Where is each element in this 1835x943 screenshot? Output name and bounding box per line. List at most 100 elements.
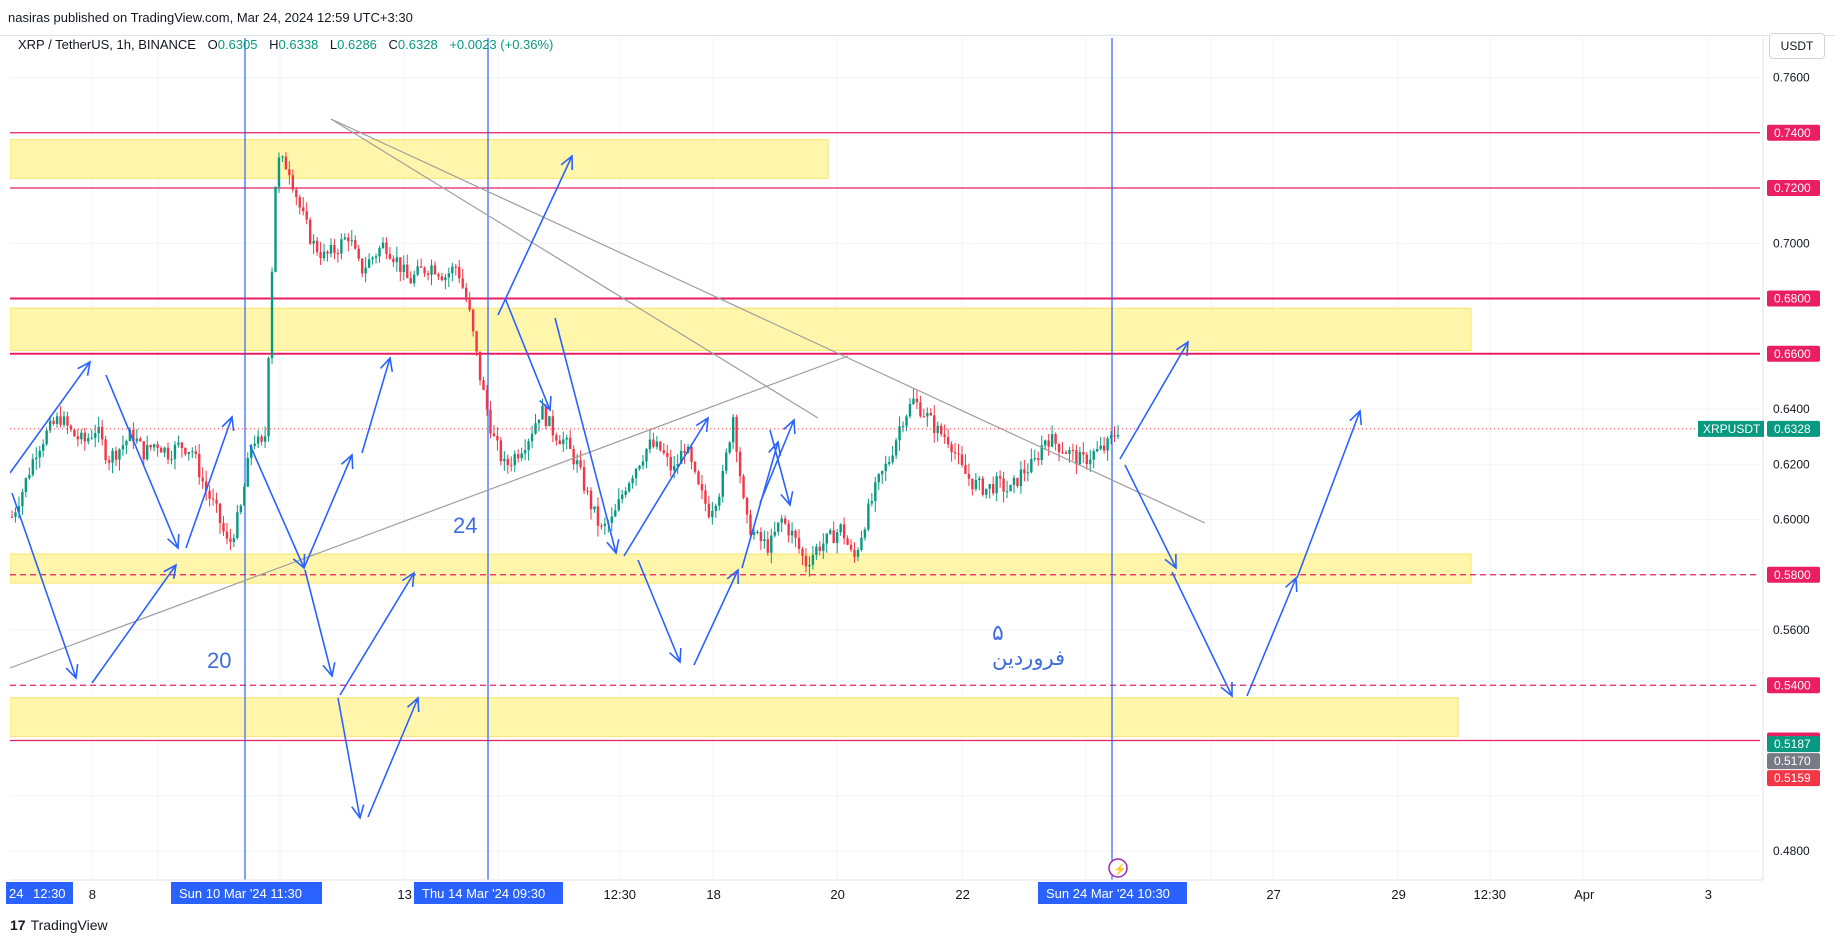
annotation-label: 20 bbox=[207, 648, 231, 673]
arrow-shaft bbox=[1119, 341, 1189, 460]
candle-body bbox=[173, 444, 177, 460]
candle-body bbox=[589, 490, 593, 510]
candle bbox=[416, 259, 419, 277]
candle bbox=[870, 493, 874, 507]
candle bbox=[662, 443, 666, 456]
candle-body bbox=[340, 239, 343, 254]
candle bbox=[558, 435, 561, 445]
candle-body bbox=[794, 530, 797, 538]
candle-body bbox=[1002, 478, 1005, 492]
candle-body bbox=[267, 358, 270, 437]
candle-body bbox=[90, 437, 93, 439]
candle bbox=[783, 515, 787, 526]
candle bbox=[707, 495, 711, 519]
candle bbox=[506, 454, 509, 474]
candle-body bbox=[478, 351, 482, 381]
candle-body bbox=[700, 483, 704, 491]
candle bbox=[596, 497, 600, 537]
candle-body bbox=[100, 426, 104, 440]
candle bbox=[555, 432, 558, 446]
candle bbox=[371, 256, 374, 265]
candle bbox=[256, 429, 260, 449]
candle bbox=[721, 464, 724, 503]
candle-body bbox=[319, 252, 322, 259]
candle-body bbox=[114, 450, 118, 460]
time-tick-label: 29 bbox=[1391, 887, 1405, 902]
candle bbox=[919, 395, 922, 418]
candle bbox=[589, 487, 593, 520]
candle bbox=[881, 470, 884, 484]
candle bbox=[184, 447, 187, 457]
candle bbox=[1089, 449, 1092, 472]
candle-body bbox=[464, 287, 468, 300]
candle-body bbox=[281, 156, 284, 158]
candle bbox=[652, 432, 655, 449]
candle bbox=[943, 424, 946, 444]
candle-body bbox=[645, 449, 648, 462]
tradingview-logo-icon: 17 bbox=[10, 917, 26, 933]
candle-body bbox=[1009, 484, 1012, 492]
candle bbox=[790, 522, 794, 544]
candle bbox=[1009, 484, 1012, 492]
candle bbox=[385, 237, 388, 260]
candle bbox=[1064, 450, 1068, 454]
candle-body bbox=[218, 503, 222, 524]
arrow-head bbox=[560, 154, 574, 171]
candle bbox=[62, 411, 66, 428]
symbol-legend: XRP / TetherUS, 1h, BINANCE O0.6305 H0.6… bbox=[18, 37, 553, 52]
candle-body bbox=[877, 474, 880, 483]
candle bbox=[898, 416, 901, 451]
candle-body bbox=[315, 240, 319, 253]
candle-body bbox=[548, 416, 551, 427]
candle bbox=[302, 196, 305, 216]
candle bbox=[87, 433, 90, 445]
currency-unit-button[interactable]: USDT bbox=[1769, 33, 1825, 59]
arrow-shaft bbox=[1246, 577, 1297, 697]
price-tick-label: 0.7600 bbox=[1773, 71, 1810, 85]
candle bbox=[610, 507, 614, 532]
candle-body bbox=[707, 503, 711, 518]
candle-body bbox=[180, 442, 184, 448]
candle-body bbox=[416, 266, 419, 275]
candle-body bbox=[835, 532, 839, 543]
candle-body bbox=[728, 442, 731, 453]
candle-body bbox=[565, 437, 568, 440]
candle bbox=[1057, 443, 1061, 462]
candle bbox=[343, 233, 347, 241]
candle bbox=[312, 234, 315, 255]
candle bbox=[562, 431, 565, 452]
candle bbox=[908, 398, 912, 419]
candle bbox=[985, 488, 988, 499]
candle bbox=[409, 271, 412, 284]
candle-body bbox=[1061, 452, 1064, 454]
candle-body bbox=[111, 450, 114, 463]
symbol-name[interactable]: XRP / TetherUS, 1h, BINANCE bbox=[18, 37, 196, 52]
candle-body bbox=[229, 538, 232, 542]
candle-body bbox=[610, 516, 614, 523]
candle bbox=[440, 272, 444, 282]
candle-body bbox=[617, 499, 620, 511]
candle bbox=[541, 398, 544, 420]
candle-body bbox=[201, 477, 204, 482]
candle bbox=[461, 268, 464, 289]
candle-body bbox=[28, 474, 31, 479]
arrow-head bbox=[606, 539, 620, 555]
candle bbox=[544, 403, 548, 430]
candle-body bbox=[253, 443, 256, 446]
candle-body bbox=[530, 433, 534, 442]
candle-body bbox=[409, 278, 412, 284]
time-highlight-badge-text: Sun 24 Mar '24 10:30 bbox=[1046, 886, 1170, 901]
candle-body bbox=[1037, 458, 1040, 460]
candle bbox=[121, 435, 125, 456]
candle-body bbox=[1102, 445, 1106, 451]
time-tick-label: 13 bbox=[397, 887, 411, 902]
candle bbox=[166, 442, 170, 465]
price-tick-label: 0.7000 bbox=[1773, 236, 1810, 250]
lightning-glyph: ⚡ bbox=[1113, 863, 1127, 876]
candle-body bbox=[42, 444, 45, 451]
candle-body bbox=[121, 445, 125, 450]
candle bbox=[374, 253, 378, 264]
candle bbox=[683, 443, 686, 464]
publisher-info: nasiras published on TradingView.com, Ma… bbox=[8, 10, 413, 25]
